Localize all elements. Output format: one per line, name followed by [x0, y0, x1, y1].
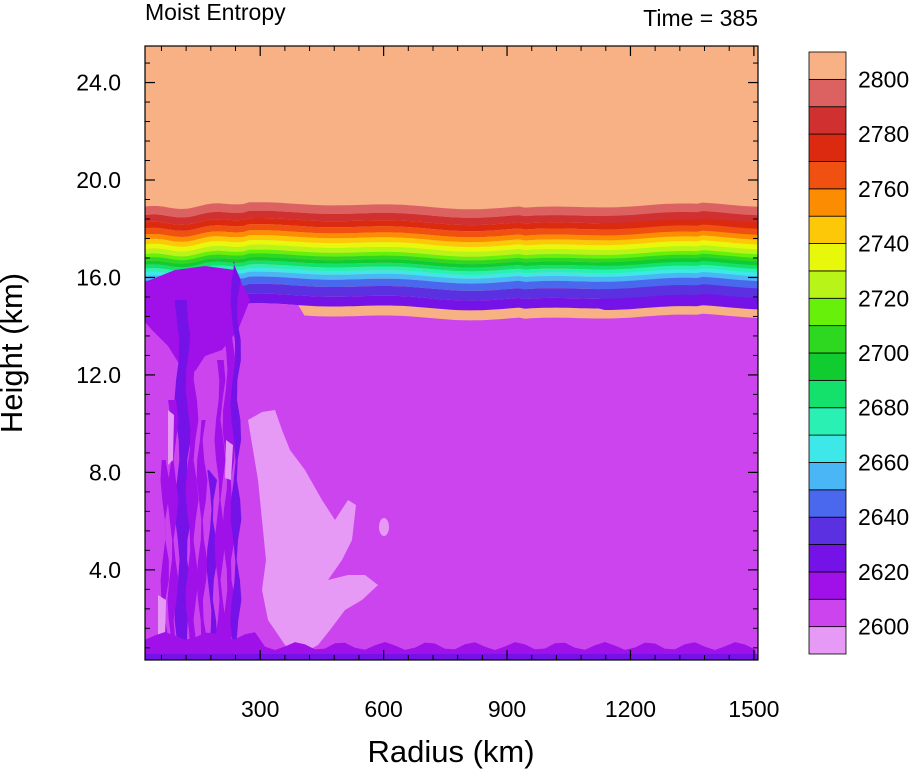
colorbar-box: [808, 215, 847, 244]
tropopause-band-17: [145, 293, 758, 311]
colorbar-box: [808, 188, 847, 217]
colorbar-box: [808, 325, 847, 354]
eyewall-column: [185, 330, 199, 660]
low-entropy-patch: [379, 518, 389, 536]
tropopause-band-7: [145, 244, 758, 257]
colorbar-box: [808, 626, 847, 655]
x-tick-label: 300: [241, 696, 279, 722]
surface-layer: [145, 632, 758, 660]
colorbar-box: [808, 598, 847, 628]
colorbar-box: [808, 270, 847, 299]
tropopause-band-10: [145, 257, 758, 268]
colorbar-box: [808, 78, 847, 108]
tropopause-band-6: [145, 240, 758, 252]
eyewall-column: [206, 470, 218, 660]
low-entropy-patch: [225, 440, 233, 480]
y-axis-label: Height (km): [0, 273, 29, 433]
low-entropy-region: [248, 410, 378, 655]
tropopause-band-1: [145, 210, 758, 226]
colorbar-box: [808, 434, 847, 463]
colorbar-box: [808, 106, 847, 135]
tropopause-band-9: [145, 253, 758, 265]
tropopause-band-5: [145, 235, 758, 247]
eyewall-column: [196, 420, 208, 660]
colorbar-label: 2800: [858, 66, 909, 92]
y-axis: 4.0 8.0 12.0 16.0 20.0 24.0: [76, 62, 758, 649]
colorbar-label: 2780: [858, 121, 909, 147]
y-tick-label: 16.0: [76, 264, 121, 290]
tropopause-band-15: [145, 276, 758, 291]
colorbar-box: [808, 516, 847, 545]
colorbar-label: 2700: [858, 340, 909, 366]
colorbar-label: 2640: [858, 504, 909, 530]
x-axis-label: Radius (km): [367, 734, 534, 769]
low-entropy-patch: [168, 410, 174, 465]
colorbar-label: 2680: [858, 395, 909, 421]
y-tick-label: 8.0: [89, 459, 121, 485]
colorbar-label: 2720: [858, 285, 909, 311]
colorbar-box: [808, 161, 847, 190]
plot-frame: [144, 45, 759, 661]
eyewall-column: [230, 262, 242, 660]
x-tick-label: 600: [364, 696, 402, 722]
colorbar-box: [808, 243, 847, 272]
tropopause-band-12: [145, 264, 758, 276]
colorbar-box: [808, 462, 847, 491]
x-tick-label: 1200: [605, 696, 656, 722]
colorbar-box: [808, 544, 847, 573]
chart-title: Moist Entropy: [145, 0, 286, 25]
x-tick-label: 900: [488, 696, 526, 722]
colorbar-box: [808, 51, 847, 80]
eyewall-column: [214, 360, 226, 660]
y-tick-label: 20.0: [76, 167, 121, 193]
surface-layer-base: [145, 654, 758, 660]
colorbar: 2600 2620 2640 2660 2680 2700 2720 2740 2760 2780…: [808, 51, 909, 655]
colorbar-label: 2600: [858, 614, 909, 640]
colorbar-box: [808, 489, 847, 518]
colorbar-box: [808, 352, 847, 381]
x-tick-label: 1500: [728, 696, 779, 722]
tropopause-band-4: [145, 230, 758, 243]
colorbar-box: [808, 297, 847, 327]
eyewall-column: [160, 460, 169, 660]
y-tick-label: 24.0: [76, 70, 121, 96]
tropopause-band-14: [145, 271, 758, 284]
colorbar-box: [808, 407, 847, 436]
inner-core-region: [145, 266, 250, 378]
tropopause-band-11: [145, 260, 758, 272]
colorbar-box: [808, 133, 847, 162]
tropopause-band-16: [145, 283, 758, 301]
colorbar-label: 2620: [858, 559, 909, 585]
colorbar-box: [808, 571, 847, 600]
chart-time-label: Time = 385: [643, 5, 758, 31]
contour-field: [145, 46, 758, 660]
colorbar-label: 2760: [858, 176, 909, 202]
colorbar-box: [808, 379, 847, 409]
eyewall-column: [167, 400, 179, 660]
y-tick-label: 12.0: [76, 362, 121, 388]
colorbar-label: 2740: [858, 231, 909, 257]
y-tick-label: 4.0: [89, 557, 121, 583]
colorbar-label: 2660: [858, 449, 909, 475]
tropopause-band-13: [145, 268, 758, 279]
tropopause-band-3: [145, 224, 758, 238]
tropopause-band-8: [145, 249, 758, 261]
tropopause-band-0: [145, 202, 758, 218]
tropopause-band-2: [145, 218, 758, 232]
x-axis: 300 600 900 1200 1500: [160, 46, 779, 722]
